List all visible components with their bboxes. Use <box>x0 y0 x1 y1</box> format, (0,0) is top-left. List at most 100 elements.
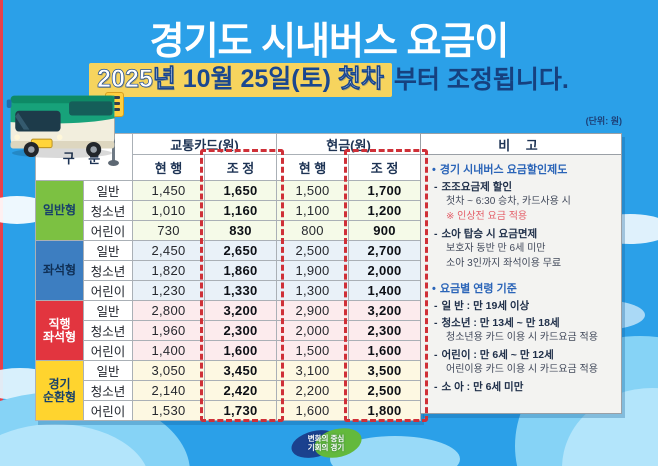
remark-line: - 조조요금제 할인 <box>434 181 513 193</box>
fare-value-card-current: 1,960 <box>132 320 206 341</box>
logo-text: 변화의 중심 기회의 경기 <box>290 425 362 463</box>
remark-bullet: - <box>434 317 438 329</box>
fare-value-card-current: 1,400 <box>132 340 206 361</box>
fare-row: 어린이 730 830 800 900 <box>36 220 422 241</box>
header-card-group: 교통카드(원) <box>132 133 278 155</box>
remark-bullet: - <box>434 181 438 193</box>
fare-value-card-current: 1,010 <box>132 200 206 221</box>
remark-line: ※ 인상전 요금 적용 <box>446 211 528 222</box>
fare-value-cash-adjusted: 1,400 <box>348 280 422 301</box>
fare-value-cash-current: 1,500 <box>276 180 350 201</box>
remark-line: 첫차 ~ 6:30 승차, 카드사용 시 <box>446 196 571 207</box>
remark-bullet: • <box>432 283 436 295</box>
remark-line: 어린이용 카드 이용 시 카드요금 적용 <box>446 364 598 375</box>
fare-row: 어린이 1,400 1,600 1,500 1,600 <box>36 340 422 361</box>
fare-value-card-current: 2,800 <box>132 300 206 321</box>
fare-row: 어린이 1,230 1,330 1,300 1,400 <box>36 280 422 301</box>
fare-value-card-adjusted: 1,160 <box>204 200 278 221</box>
fare-row-label: 어린이 <box>82 280 134 301</box>
fare-row-label: 일반 <box>82 300 134 321</box>
fare-row-label: 어린이 <box>82 400 134 421</box>
header-cash-adjusted: 조 정 <box>348 154 422 181</box>
fare-value-card-current: 730 <box>132 220 206 241</box>
fare-value-cash-current: 1,300 <box>276 280 350 301</box>
fare-value-cash-adjusted: 2,700 <box>348 240 422 261</box>
fare-value-cash-current: 1,600 <box>276 400 350 421</box>
fare-row-label: 일반 <box>82 180 134 201</box>
fare-value-card-adjusted: 3,200 <box>204 300 278 321</box>
remark-line: -소 아 : 만 6세 미만 <box>434 381 524 393</box>
fare-value-card-adjusted: 1,330 <box>204 280 278 301</box>
header-cash-current: 현 행 <box>276 154 350 181</box>
fare-group-standard: 일반형 <box>35 180 84 241</box>
fare-table: 구 분 교통카드(원) 현금(원) 현 행 조 정 현 행 조 정 일반형 일반 1… <box>34 133 422 421</box>
subtitle-part: 첫차 <box>337 65 385 94</box>
fare-value-cash-adjusted: 3,500 <box>348 360 422 381</box>
subtitle-part: 2025년 <box>97 65 183 94</box>
fare-row-label: 일반 <box>82 240 134 261</box>
fare-value-cash-current: 2,500 <box>276 240 350 261</box>
remark-bullet: - <box>434 300 438 312</box>
fare-value-card-adjusted: 1,650 <box>204 180 278 201</box>
fare-value-card-current: 2,140 <box>132 380 206 401</box>
fare-value-cash-adjusted: 1,200 <box>348 200 422 221</box>
fare-value-card-adjusted: 2,420 <box>204 380 278 401</box>
fare-row: 직행 좌석형 일반 2,800 3,200 2,900 3,200 <box>35 300 422 361</box>
fare-value-card-adjusted: 1,600 <box>204 340 278 361</box>
remark-bullet: - <box>434 381 438 393</box>
remark-line: 보호자 동반 만 6세 미만 <box>446 243 546 254</box>
fare-row: 일반형 일반 1,450 1,650 1,500 1,700 <box>35 180 422 241</box>
fare-value-cash-adjusted: 3,200 <box>348 300 422 321</box>
fare-value-cash-adjusted: 900 <box>348 220 422 241</box>
fare-value-cash-current: 2,200 <box>276 380 350 401</box>
fare-value-card-current: 3,050 <box>132 360 206 381</box>
fare-value-card-current: 1,230 <box>132 280 206 301</box>
remark-bullet: • <box>432 164 436 176</box>
fare-row-label: 일반 <box>82 360 134 381</box>
fare-value-card-current: 1,820 <box>132 260 206 281</box>
fare-value-card-current: 1,530 <box>132 400 206 421</box>
remarks-panel: 비 고 • 경기 시내버스 요금할인제도 - 조조요금제 할인 첫차 ~ 6:30 승차… <box>420 133 622 414</box>
fare-value-cash-current: 800 <box>276 220 350 241</box>
remark-line: • 요금별 연령 기준 <box>432 283 517 295</box>
subtitle-part: 10월 25일(토) <box>182 65 338 93</box>
fare-value-cash-adjusted: 2,000 <box>348 260 422 281</box>
remark-line: -일 반 : 만 19세 이상 <box>434 300 530 312</box>
fare-value-cash-current: 1,900 <box>276 260 350 281</box>
fare-value-cash-adjusted: 1,700 <box>348 180 422 201</box>
gyeonggi-logo: 변화의 중심 기회의 경기 <box>288 423 365 463</box>
fare-value-cash-adjusted: 1,800 <box>348 400 422 421</box>
fare-row: 청소년 1,820 1,860 1,900 2,000 <box>36 260 422 281</box>
fare-row-label: 어린이 <box>82 220 134 241</box>
fare-value-card-adjusted: 2,300 <box>204 320 278 341</box>
subtitle-suffix: 부터 조정됩니다. <box>393 66 569 94</box>
fare-group-express-seated: 직행 좌석형 <box>35 300 84 361</box>
fare-value-cash-current: 1,500 <box>276 340 350 361</box>
header-card-current: 현 행 <box>132 154 206 181</box>
logo-line1: 변화의 중심 <box>307 434 345 443</box>
fare-value-cash-current: 1,100 <box>276 200 350 221</box>
fare-group-gyeonggi-circular: 경기 순환형 <box>35 360 84 421</box>
bus-stop-base <box>108 160 119 166</box>
bus-shadow <box>12 148 112 158</box>
poster-title: 경기도 시내버스 요금이 <box>149 21 510 63</box>
unit-label: (단위: 원) <box>585 116 622 126</box>
fare-row-label: 청소년 <box>82 260 134 281</box>
fare-row-label: 청소년 <box>82 380 134 401</box>
remark-line: • 경기 시내버스 요금할인제도 <box>432 164 568 176</box>
subtitle-highlight: 2025년 10월 25일(토) 첫차 <box>89 63 392 97</box>
fare-value-cash-adjusted: 2,300 <box>348 320 422 341</box>
remark-line: 청소년용 카드 이용 시 카드요금 적용 <box>446 332 598 343</box>
fare-value-cash-adjusted: 2,500 <box>348 380 422 401</box>
fare-row: 청소년 2,140 2,420 2,200 2,500 <box>36 380 422 401</box>
fare-row: 청소년 1,010 1,160 1,100 1,200 <box>36 200 422 221</box>
fare-value-card-adjusted: 1,860 <box>204 260 278 281</box>
remark-bullet: - <box>434 349 438 361</box>
remark-line: 소아 3인까지 좌석이용 무료 <box>446 258 562 269</box>
logo-line2: 기회의 경기 <box>307 443 345 452</box>
fare-row: 좌석형 일반 2,450 2,650 2,500 2,700 <box>35 240 422 301</box>
fare-row-label: 청소년 <box>82 320 134 341</box>
remark-line: - 청소년 : 만 13세 ~ 만 18세 <box>434 317 560 329</box>
